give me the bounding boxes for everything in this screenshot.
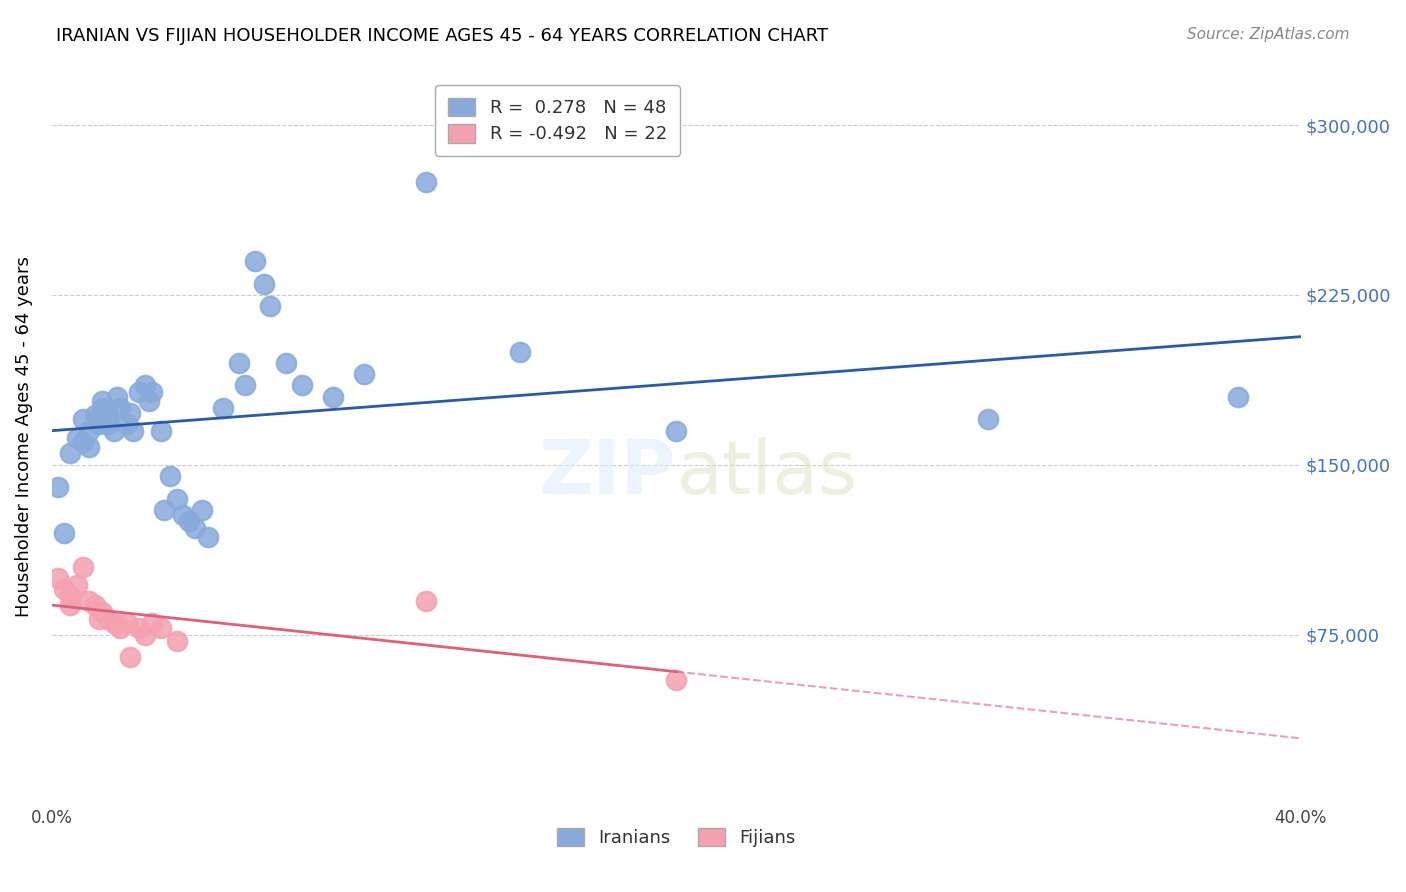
Point bbox=[72, 412, 94, 426]
Point bbox=[197, 530, 219, 544]
Point bbox=[77, 440, 100, 454]
Point bbox=[259, 299, 281, 313]
Text: IRANIAN VS FIJIAN HOUSEHOLDER INCOME AGES 45 - 64 YEARS CORRELATION CHART: IRANIAN VS FIJIAN HOUSEHOLDER INCOME AGE… bbox=[56, 27, 828, 45]
Point bbox=[172, 508, 194, 522]
Point bbox=[228, 356, 250, 370]
Point bbox=[59, 598, 82, 612]
Point bbox=[141, 385, 163, 400]
Point bbox=[66, 578, 89, 592]
Point bbox=[190, 503, 212, 517]
Point bbox=[665, 424, 688, 438]
Point bbox=[118, 650, 141, 665]
Point bbox=[179, 514, 201, 528]
Point bbox=[150, 424, 173, 438]
Point bbox=[87, 417, 110, 431]
Point bbox=[233, 378, 256, 392]
Point bbox=[72, 559, 94, 574]
Point bbox=[141, 616, 163, 631]
Point bbox=[59, 589, 82, 603]
Y-axis label: Householder Income Ages 45 - 64 years: Householder Income Ages 45 - 64 years bbox=[15, 256, 32, 617]
Point bbox=[87, 612, 110, 626]
Point bbox=[90, 401, 112, 416]
Point bbox=[46, 571, 69, 585]
Point bbox=[415, 175, 437, 189]
Point bbox=[415, 593, 437, 607]
Point bbox=[128, 385, 150, 400]
Point bbox=[184, 521, 207, 535]
Point bbox=[977, 412, 1000, 426]
Point bbox=[274, 356, 297, 370]
Point bbox=[115, 616, 138, 631]
Point bbox=[72, 435, 94, 450]
Text: ZIP: ZIP bbox=[538, 437, 676, 509]
Point bbox=[665, 673, 688, 687]
Legend: Iranians, Fijians: Iranians, Fijians bbox=[550, 821, 803, 855]
Point bbox=[134, 378, 156, 392]
Point bbox=[166, 634, 188, 648]
Point bbox=[166, 491, 188, 506]
Point bbox=[53, 582, 76, 597]
Point bbox=[46, 480, 69, 494]
Point bbox=[243, 254, 266, 268]
Point bbox=[153, 503, 176, 517]
Point bbox=[105, 390, 128, 404]
Point bbox=[97, 417, 120, 431]
Point bbox=[90, 394, 112, 409]
Point bbox=[59, 446, 82, 460]
Point bbox=[253, 277, 276, 291]
Point bbox=[110, 401, 132, 416]
Point bbox=[134, 627, 156, 641]
Point bbox=[509, 344, 531, 359]
Point bbox=[84, 408, 107, 422]
Point bbox=[150, 621, 173, 635]
Point bbox=[353, 367, 375, 381]
Point bbox=[66, 431, 89, 445]
Point bbox=[212, 401, 235, 416]
Point bbox=[159, 469, 181, 483]
Point bbox=[53, 525, 76, 540]
Point bbox=[122, 424, 145, 438]
Point bbox=[110, 621, 132, 635]
Point bbox=[90, 605, 112, 619]
Point bbox=[322, 390, 344, 404]
Point bbox=[138, 394, 160, 409]
Point bbox=[103, 424, 125, 438]
Text: atlas: atlas bbox=[676, 437, 858, 509]
Point bbox=[1227, 390, 1250, 404]
Point bbox=[290, 378, 312, 392]
Point bbox=[103, 616, 125, 631]
Point bbox=[118, 406, 141, 420]
Point bbox=[97, 408, 120, 422]
Point bbox=[115, 417, 138, 431]
Point bbox=[77, 593, 100, 607]
Point bbox=[77, 424, 100, 438]
Point bbox=[128, 621, 150, 635]
Text: Source: ZipAtlas.com: Source: ZipAtlas.com bbox=[1187, 27, 1350, 42]
Point bbox=[84, 598, 107, 612]
Point bbox=[97, 612, 120, 626]
